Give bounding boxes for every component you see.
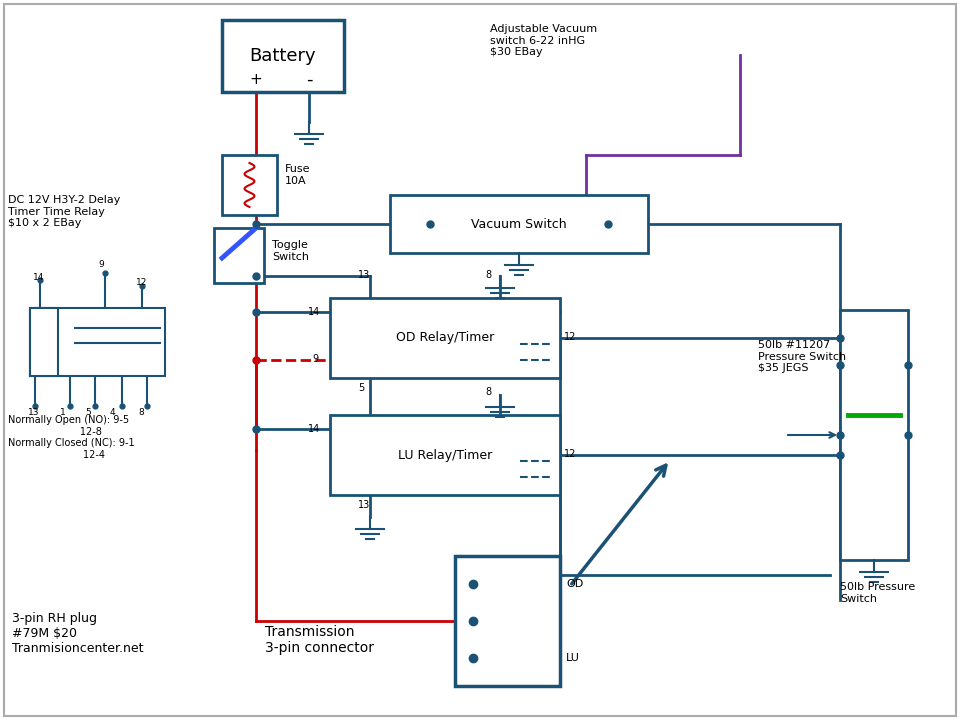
Bar xyxy=(330,415,560,495)
Bar xyxy=(390,195,648,253)
Text: DC 12V H3Y-2 Delay
Timer Time Relay
$10 x 2 EBay: DC 12V H3Y-2 Delay Timer Time Relay $10 … xyxy=(8,195,120,228)
Text: +: + xyxy=(250,73,262,88)
Bar xyxy=(455,556,560,686)
Text: 9: 9 xyxy=(312,354,318,364)
Text: Fuse
10A: Fuse 10A xyxy=(285,164,310,186)
Text: Transmission
3-pin connector: Transmission 3-pin connector xyxy=(265,625,374,655)
Text: 3-pin RH plug
#79M $20
Tranmisioncenter.net: 3-pin RH plug #79M $20 Tranmisioncenter.… xyxy=(12,612,143,655)
Bar xyxy=(222,20,344,92)
Text: OD Relay/Timer: OD Relay/Timer xyxy=(396,331,494,344)
Text: 12: 12 xyxy=(136,278,148,287)
Text: 13: 13 xyxy=(28,408,39,417)
Text: 4: 4 xyxy=(110,408,115,417)
Text: 14: 14 xyxy=(308,424,321,434)
Text: 50lb #11207
Pressure Switch
$35 JEGS: 50lb #11207 Pressure Switch $35 JEGS xyxy=(758,340,846,373)
Text: 12: 12 xyxy=(564,332,576,342)
Text: 1: 1 xyxy=(60,408,65,417)
Text: 5: 5 xyxy=(85,408,91,417)
Bar xyxy=(840,310,908,560)
Text: 14: 14 xyxy=(308,307,321,317)
Text: 14: 14 xyxy=(33,273,44,282)
Text: 8: 8 xyxy=(485,270,492,280)
Text: 12: 12 xyxy=(564,449,576,459)
Text: 13: 13 xyxy=(358,500,371,510)
Bar xyxy=(30,308,165,376)
Text: Toggle
Switch: Toggle Switch xyxy=(272,240,309,261)
Text: 8: 8 xyxy=(485,387,492,397)
Text: Adjustable Vacuum
switch 6-22 inHG
$30 EBay: Adjustable Vacuum switch 6-22 inHG $30 E… xyxy=(490,24,597,57)
Bar xyxy=(30,308,58,376)
Bar xyxy=(222,155,277,215)
Text: 9: 9 xyxy=(98,260,104,269)
Text: -: - xyxy=(306,71,313,89)
Text: LU Relay/Timer: LU Relay/Timer xyxy=(397,449,492,462)
Text: 8: 8 xyxy=(138,408,144,417)
Text: 5: 5 xyxy=(358,383,364,393)
Bar xyxy=(214,228,264,283)
Text: Vacuum Switch: Vacuum Switch xyxy=(471,217,566,230)
Bar xyxy=(330,298,560,378)
Text: OD: OD xyxy=(566,579,584,589)
Text: 50lb Pressure
Switch: 50lb Pressure Switch xyxy=(840,582,915,603)
Text: Battery: Battery xyxy=(250,47,316,65)
Text: LU: LU xyxy=(566,653,580,663)
Text: 13: 13 xyxy=(358,270,371,280)
Text: Normally Open (NO): 9-5
                       12-8
Normally Closed (NC): 9-1
  : Normally Open (NO): 9-5 12-8 Normally Cl… xyxy=(8,415,134,460)
